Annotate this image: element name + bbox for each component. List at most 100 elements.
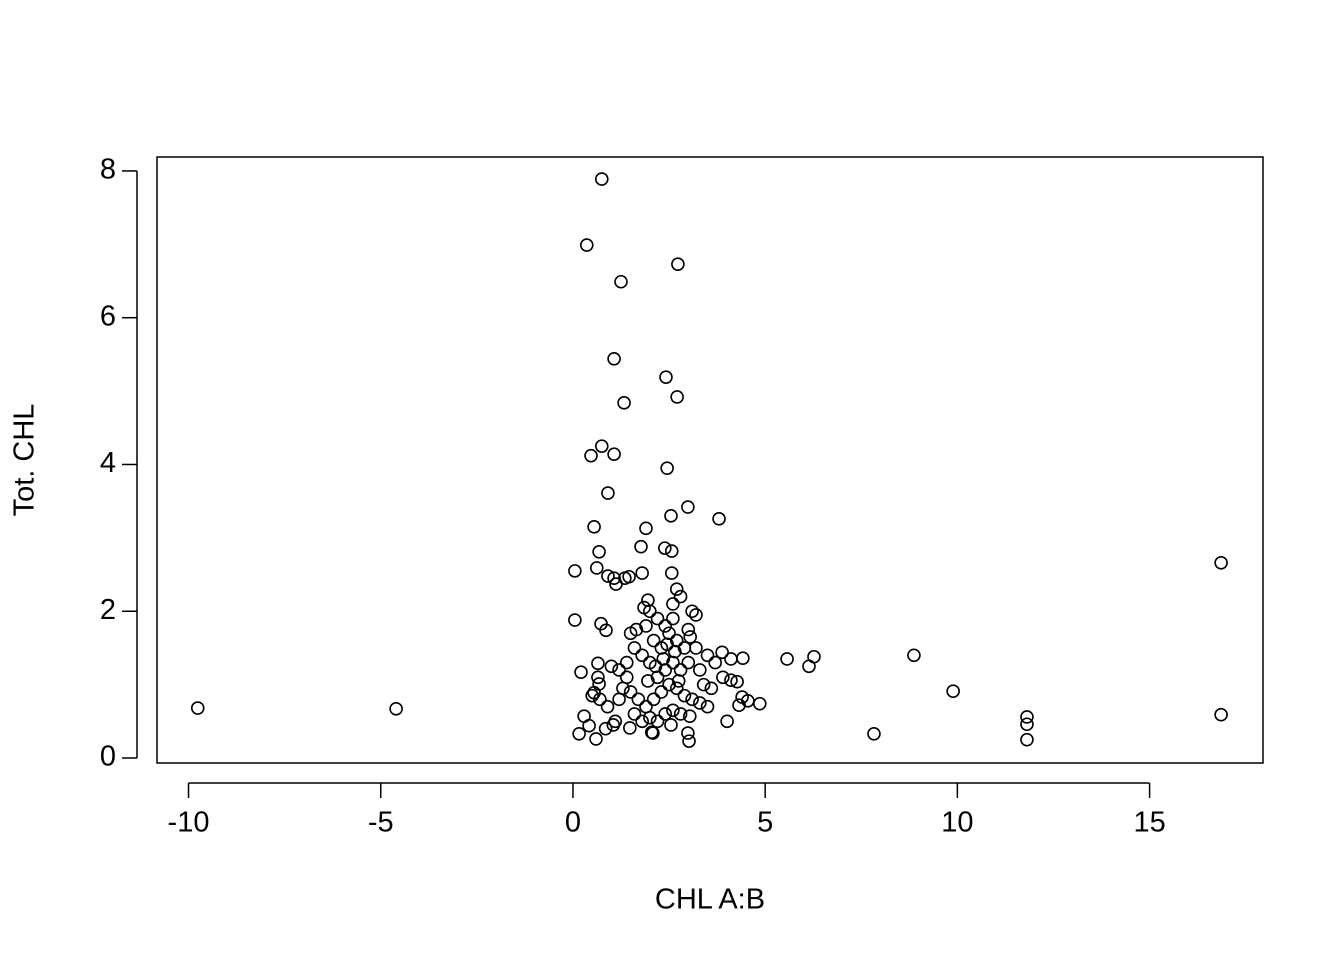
point — [685, 692, 699, 707]
point — [641, 593, 655, 608]
point — [574, 665, 588, 679]
point — [650, 714, 665, 729]
point — [584, 448, 598, 463]
x-tick-label: 10 — [941, 807, 973, 839]
point — [607, 447, 621, 462]
x-tick-label: 5 — [757, 807, 773, 839]
y-tick-label: 6 — [100, 300, 116, 332]
point — [598, 721, 613, 736]
point — [658, 541, 672, 555]
point — [693, 663, 707, 677]
point — [639, 521, 653, 536]
point — [629, 622, 644, 637]
point — [656, 652, 671, 666]
point — [752, 696, 767, 711]
point — [604, 659, 619, 674]
x-axis-label: CHL A:B — [655, 884, 765, 916]
point — [612, 692, 626, 707]
point — [735, 690, 749, 704]
point — [669, 582, 684, 597]
point — [660, 461, 674, 475]
point — [612, 663, 626, 677]
point — [673, 589, 688, 604]
point — [619, 655, 634, 670]
point — [592, 545, 606, 559]
point — [867, 726, 881, 741]
point — [572, 726, 586, 741]
point — [700, 699, 715, 714]
point — [646, 633, 661, 648]
point — [732, 698, 746, 712]
point — [715, 645, 729, 660]
point — [724, 652, 738, 666]
point — [666, 703, 680, 718]
point — [681, 622, 696, 637]
point — [736, 651, 750, 666]
y-tick-label: 0 — [100, 741, 116, 773]
point — [601, 569, 615, 583]
point — [190, 701, 205, 715]
point — [1214, 707, 1228, 722]
x-tick-label: -5 — [368, 807, 394, 839]
point — [946, 684, 960, 699]
point — [662, 626, 676, 641]
point — [616, 681, 630, 696]
point — [635, 648, 649, 663]
y-tick-label: 8 — [100, 154, 116, 186]
point — [669, 681, 684, 696]
point — [614, 274, 628, 289]
point — [666, 597, 680, 611]
y-tick-label: 2 — [100, 594, 116, 626]
point — [681, 726, 695, 740]
point — [607, 571, 621, 586]
point — [807, 649, 821, 664]
point — [591, 670, 605, 685]
point — [644, 725, 659, 740]
point — [670, 390, 684, 404]
point — [648, 659, 663, 674]
point — [660, 637, 674, 652]
point — [635, 714, 649, 729]
point — [704, 681, 719, 696]
point — [664, 509, 678, 523]
point — [668, 644, 682, 659]
point — [601, 486, 615, 500]
point — [389, 702, 403, 716]
point — [716, 670, 730, 685]
point — [641, 674, 655, 688]
point — [1020, 710, 1034, 724]
point — [720, 714, 734, 729]
x-tick-label: -10 — [168, 807, 210, 839]
point — [671, 674, 686, 688]
point — [637, 600, 651, 615]
point — [689, 641, 703, 655]
point — [607, 352, 621, 366]
y-axis-label: Tot. CHL — [9, 404, 41, 517]
point — [1214, 556, 1228, 570]
point — [579, 238, 594, 252]
point — [662, 677, 676, 692]
point — [658, 707, 673, 721]
point — [683, 709, 697, 723]
point — [681, 655, 696, 670]
point — [664, 718, 678, 732]
point — [594, 172, 609, 186]
point — [1020, 717, 1034, 732]
point — [671, 257, 685, 271]
point — [681, 500, 695, 514]
point — [617, 396, 631, 410]
point — [643, 710, 657, 725]
point — [689, 608, 703, 622]
point — [623, 685, 638, 699]
point — [708, 655, 722, 670]
point — [568, 613, 582, 627]
point — [907, 648, 921, 663]
point — [589, 732, 603, 746]
point — [587, 520, 601, 534]
point — [606, 718, 621, 732]
point — [696, 677, 711, 692]
point — [659, 370, 673, 384]
point — [589, 561, 604, 575]
plot-frame — [156, 156, 1264, 764]
